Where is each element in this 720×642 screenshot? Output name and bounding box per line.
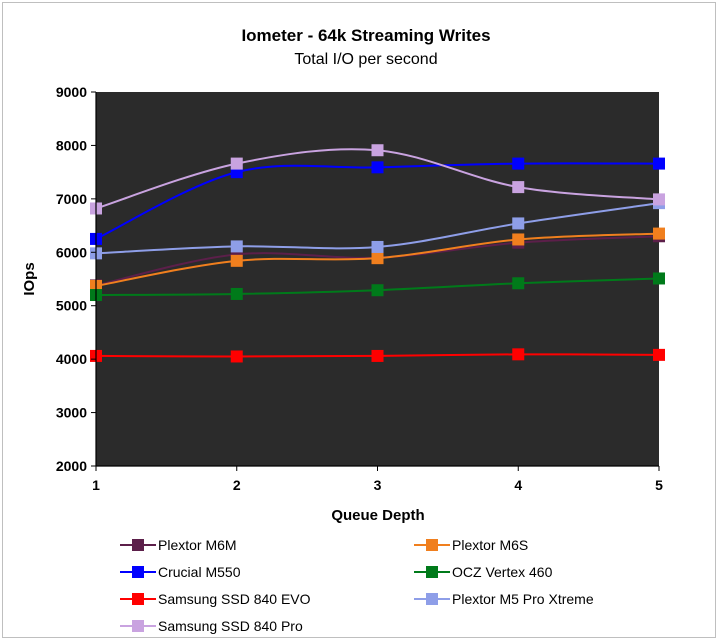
legend-item: Plextor M6M — [120, 537, 237, 553]
legend-label: Plextor M6M — [158, 537, 237, 553]
data-point — [512, 348, 525, 361]
series-crucial-m550 — [90, 157, 665, 245]
data-point — [230, 240, 243, 253]
data-point — [371, 240, 384, 253]
data-point — [512, 233, 525, 246]
data-point — [371, 349, 384, 362]
chart-title: Iometer - 64k Streaming Writes — [241, 26, 490, 45]
y-tick-label: 2000 — [56, 458, 87, 474]
legend: Plextor M6M Plextor M6S Crucial M550 OCZ Ve… — [120, 537, 594, 634]
y-tick-label: 7000 — [56, 191, 87, 207]
y-tick-label: 6000 — [56, 244, 87, 260]
data-point — [512, 217, 525, 230]
data-point — [512, 157, 525, 170]
data-point — [230, 254, 243, 267]
legend-swatch-marker — [132, 620, 144, 632]
data-point — [512, 277, 525, 290]
legend-swatch-marker — [426, 539, 438, 551]
legend-item: Crucial M550 — [120, 564, 241, 580]
series-ocz-vertex-460 — [90, 272, 665, 302]
y-axis-label: IOps — [21, 262, 38, 295]
legend-label: OCZ Vertex 460 — [452, 564, 553, 580]
x-tick-label: 2 — [233, 477, 241, 493]
data-point — [653, 272, 665, 285]
legend-item: OCZ Vertex 460 — [414, 564, 553, 580]
legend-item: Samsung SSD 840 EVO — [120, 591, 311, 607]
y-ticks: 2000 3000 4000 5000 6000 7000 8000 9000 — [56, 84, 96, 474]
data-point — [371, 284, 384, 297]
y-tick-label: 4000 — [56, 351, 87, 367]
data-point — [230, 350, 243, 363]
data-point — [230, 287, 243, 300]
legend-label: Samsung SSD 840 Pro — [158, 618, 303, 634]
x-tick-label: 4 — [514, 477, 522, 493]
y-tick-label: 3000 — [56, 405, 87, 421]
x-tick-label: 5 — [655, 477, 663, 493]
data-point — [653, 227, 665, 240]
data-point — [653, 157, 665, 170]
legend-label: Samsung SSD 840 EVO — [158, 591, 311, 607]
x-ticks: 1 2 3 4 5 — [92, 466, 663, 493]
y-tick-label: 8000 — [56, 137, 87, 153]
legend-item: Plextor M5 Pro Xtreme — [414, 591, 594, 607]
y-tick-label: 5000 — [56, 298, 87, 314]
legend-item: Samsung SSD 840 Pro — [120, 618, 303, 634]
data-point — [371, 144, 384, 157]
data-point — [230, 157, 243, 170]
legend-swatch-marker — [426, 566, 438, 578]
x-tick-label: 1 — [92, 477, 100, 493]
x-axis-label: Queue Depth — [331, 507, 424, 524]
data-point — [512, 181, 525, 194]
series-samsung-ssd-840-evo — [90, 348, 665, 363]
legend-label: Plextor M5 Pro Xtreme — [452, 591, 594, 607]
legend-swatch-marker — [132, 539, 144, 551]
legend-swatch-marker — [132, 566, 144, 578]
chart-subtitle: Total I/O per second — [294, 51, 437, 68]
data-point — [371, 252, 384, 265]
legend-swatch-marker — [426, 593, 438, 605]
x-tick-label: 3 — [374, 477, 382, 493]
data-point — [653, 193, 665, 206]
legend-item: Plextor M6S — [414, 537, 528, 553]
data-point — [371, 161, 384, 174]
data-point — [653, 348, 665, 361]
series-plextor-m6s — [90, 227, 665, 292]
legend-label: Crucial M550 — [158, 564, 241, 580]
series-layer — [90, 144, 665, 363]
y-tick-label: 9000 — [56, 84, 87, 100]
legend-label: Plextor M6S — [452, 537, 528, 553]
legend-swatch-marker — [132, 593, 144, 605]
